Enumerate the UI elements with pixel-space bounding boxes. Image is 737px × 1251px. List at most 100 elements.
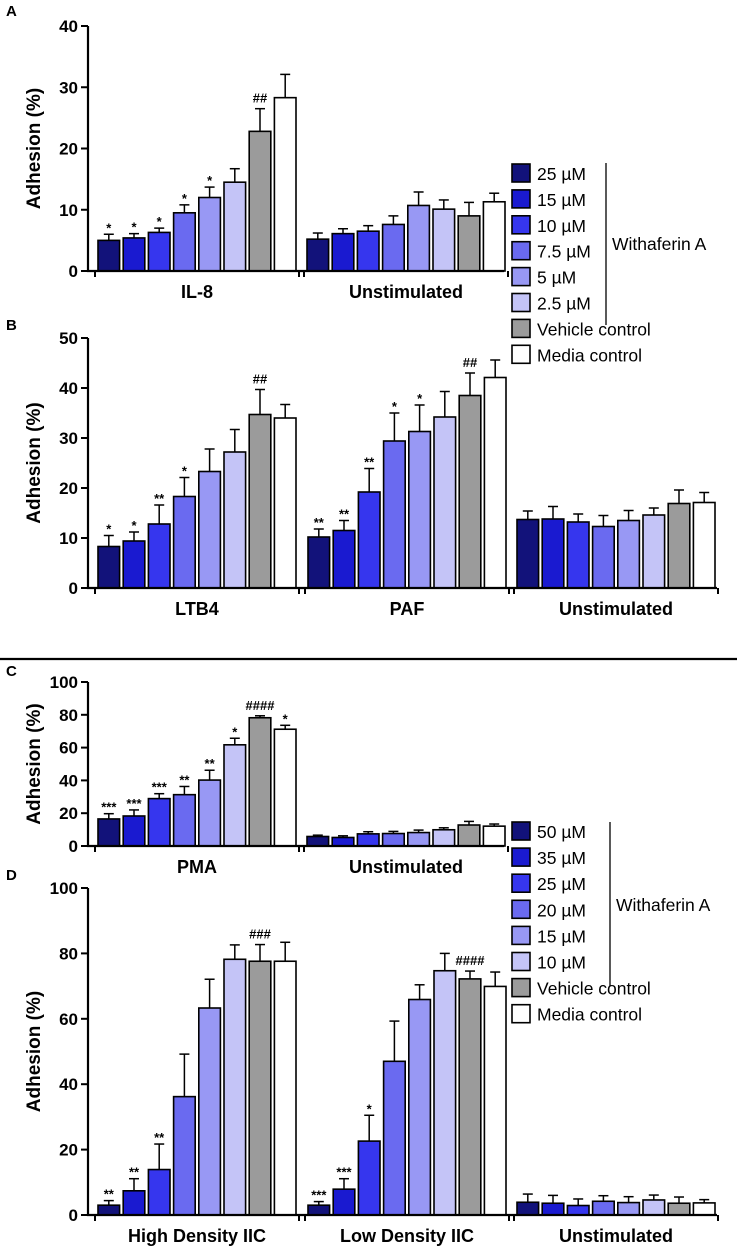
legend-label: 15 µM — [537, 926, 586, 946]
legend-label: Vehicle control — [537, 979, 651, 999]
bar — [457, 824, 481, 847]
bar — [667, 502, 691, 589]
significance-mark: *** — [311, 1188, 327, 1203]
significance-mark: ** — [364, 455, 375, 470]
legend-swatch — [511, 951, 531, 972]
bar — [248, 413, 272, 589]
bar — [357, 491, 381, 589]
legend-label: 7.5 µM — [537, 242, 591, 262]
bar — [457, 215, 481, 272]
axes — [86, 888, 717, 1217]
bar — [458, 394, 482, 589]
legend-label: 10 µM — [537, 216, 586, 236]
category-label: Unstimulated — [349, 857, 463, 877]
bar — [198, 1007, 222, 1216]
bar — [248, 960, 272, 1216]
bar — [692, 501, 716, 589]
significance-mark: ** — [104, 1187, 115, 1202]
y-axis-label: Adhesion (%) — [24, 402, 45, 523]
significance-mark: * — [417, 391, 423, 406]
bar — [122, 540, 146, 589]
bar — [616, 1201, 641, 1216]
legend-label: 25 µM — [537, 164, 586, 184]
bar — [642, 1199, 666, 1216]
bar — [381, 832, 406, 847]
legend-swatch — [511, 189, 531, 209]
y-tick-label: 30 — [59, 78, 78, 97]
significance-mark: ** — [154, 491, 165, 506]
bar — [407, 430, 432, 589]
significance-mark: *** — [152, 780, 168, 795]
significance-mark: * — [131, 220, 137, 235]
legend-label: 15 µM — [537, 190, 586, 210]
bar — [356, 230, 380, 272]
bar — [147, 523, 171, 589]
significance-mark: * — [367, 1101, 373, 1116]
bar — [273, 728, 297, 847]
legend-label: Media control — [537, 1005, 642, 1025]
bar — [97, 818, 121, 847]
axes — [86, 682, 504, 848]
legend-label: 50 µM — [537, 822, 586, 842]
significance-mark: ** — [179, 772, 190, 787]
bar — [223, 958, 247, 1216]
bar — [306, 238, 330, 272]
y-axis-label: Adhesion (%) — [24, 703, 45, 824]
bar — [223, 181, 247, 272]
significance-mark: * — [207, 173, 213, 188]
y-axis-label: Adhesion (%) — [24, 88, 45, 209]
y-tick-label: 10 — [59, 201, 78, 220]
legend-swatch — [511, 215, 531, 235]
bar — [147, 797, 171, 847]
bar — [356, 833, 380, 847]
legend-swatch — [511, 292, 531, 313]
y-tick-label: 0 — [69, 262, 78, 281]
category-label: High Density IIC — [128, 1226, 266, 1246]
category-label: Unstimulated — [559, 599, 673, 619]
bar — [591, 1200, 615, 1216]
bar — [198, 779, 222, 847]
legend-bottom: 50 µM 35 µM 25 µM 20 µM 15 µM 10 µM Vehicle co… — [511, 821, 711, 1025]
bar — [122, 237, 146, 272]
legend-swatch — [511, 1003, 531, 1024]
legend-swatch — [511, 266, 531, 287]
significance-mark: * — [182, 191, 188, 206]
panel-label: C — [6, 663, 17, 680]
category-label: Low Density IIC — [340, 1226, 474, 1246]
legend-swatch — [511, 899, 531, 920]
significance-mark: ### — [249, 927, 271, 942]
legend-label: 2.5 µM — [537, 294, 591, 314]
significance-mark: * — [232, 724, 238, 739]
bar — [122, 815, 146, 847]
y-tick-label: 10 — [59, 529, 78, 548]
bar — [172, 793, 197, 847]
bar — [516, 518, 540, 589]
y-tick-label: 40 — [59, 771, 78, 790]
bar — [172, 495, 197, 589]
bar — [541, 1202, 565, 1216]
bar — [147, 1168, 171, 1216]
significance-mark: * — [157, 214, 163, 229]
bar — [273, 96, 297, 272]
legend-swatch — [511, 318, 531, 339]
bar — [307, 1204, 331, 1216]
legend-label: Media control — [537, 345, 642, 365]
bar — [406, 831, 431, 847]
legend-label: 20 µM — [537, 900, 586, 920]
y-tick-label: 80 — [59, 706, 78, 725]
legend-label: Vehicle control — [537, 319, 651, 339]
y-tick-label: 30 — [59, 429, 78, 448]
y-tick-label: 0 — [69, 1206, 78, 1225]
significance-mark: ** — [129, 1165, 140, 1180]
y-tick-label: 80 — [59, 944, 78, 963]
y-tick-label: 20 — [59, 1141, 78, 1160]
significance-mark: ** — [154, 1130, 165, 1145]
y-tick-label: 100 — [50, 879, 78, 898]
bar — [223, 451, 247, 589]
bar — [172, 212, 197, 272]
significance-mark: * — [182, 464, 188, 479]
bar — [332, 529, 356, 589]
panel-label: A — [6, 3, 17, 20]
significance-mark: ** — [339, 507, 350, 522]
